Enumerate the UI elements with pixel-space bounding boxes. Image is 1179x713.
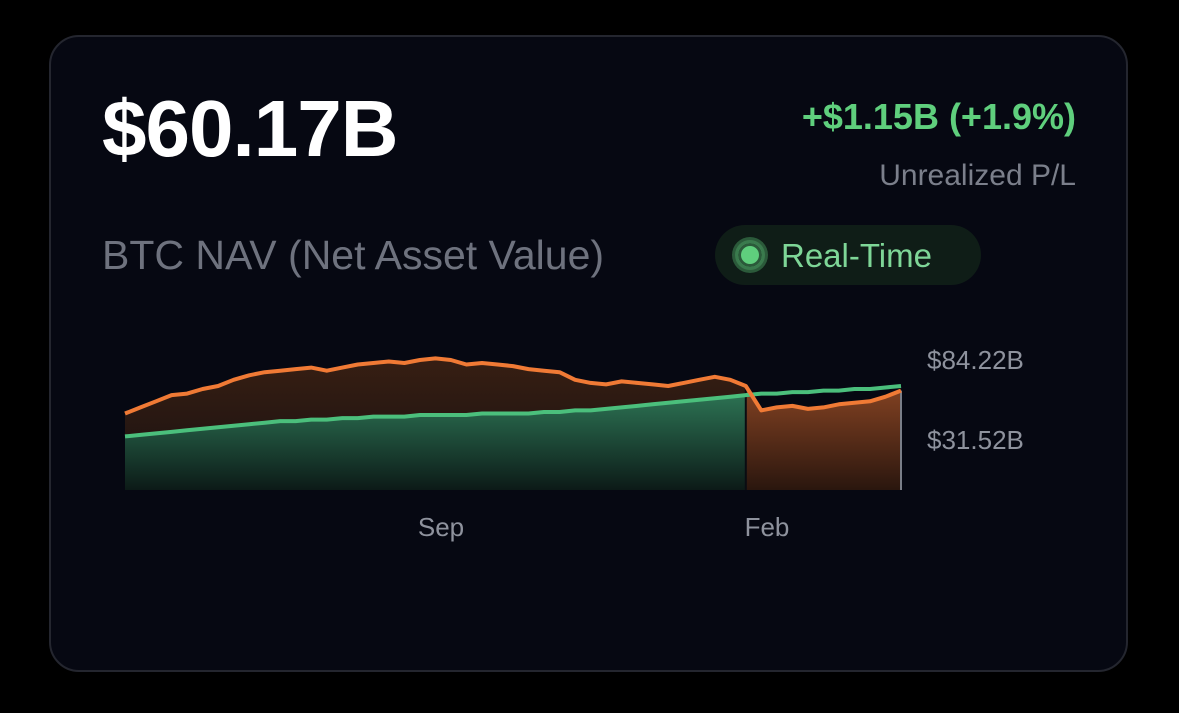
nav-card: $60.17B +$1.15B (+1.9%) Unrealized P/L B… [49, 35, 1128, 672]
real-time-badge: Real-Time [715, 225, 981, 285]
y-tick-label-bottom: $31.52B [927, 425, 1024, 455]
cost-basis-area [125, 395, 746, 490]
real-time-label: Real-Time [781, 236, 932, 274]
live-dot-icon [735, 240, 765, 270]
nav-line [124, 356, 902, 416]
y-tick-label-top: $84.22B [927, 345, 1024, 375]
nav-value: $60.17B [102, 84, 398, 173]
x-tick-label-feb: Feb [744, 512, 790, 542]
x-tick-label-sep: Sep [417, 512, 465, 542]
nav-chart [124, 356, 902, 490]
cost-basis-line [124, 384, 902, 439]
nav-title: BTC NAV (Net Asset Value) [102, 232, 605, 278]
unrealized-pl-label: Unrealized P/L [879, 159, 1076, 192]
nav-area-recent [745, 386, 901, 490]
unrealized-pl-value: +$1.15B (+1.9%) [801, 96, 1076, 137]
